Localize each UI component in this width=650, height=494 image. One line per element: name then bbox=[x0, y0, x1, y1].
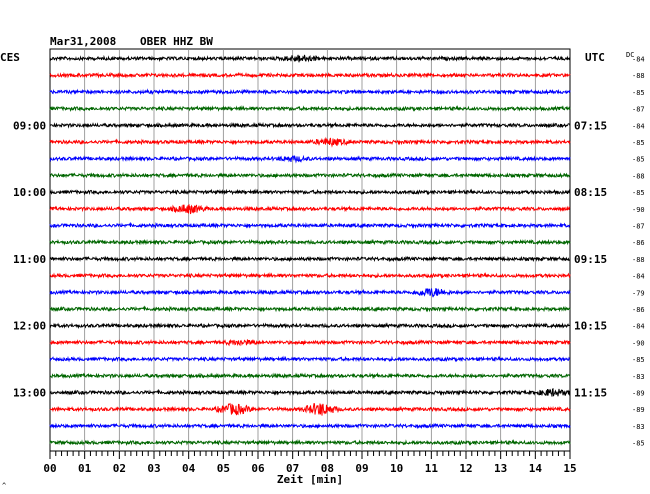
dc-offset-label: -89 bbox=[632, 406, 645, 414]
seismic-trace bbox=[49, 104, 571, 112]
x-tick-label: 09 bbox=[355, 462, 368, 475]
seismic-trace bbox=[49, 88, 571, 96]
right-zone-label: UTC bbox=[585, 51, 605, 64]
dc-offset-label: -83 bbox=[632, 373, 645, 381]
x-tick-label: 10 bbox=[390, 462, 403, 475]
seismic-trace bbox=[49, 171, 571, 179]
dc-offset-label: -90 bbox=[632, 339, 645, 347]
dc-offset-label: -89 bbox=[632, 390, 645, 398]
seismic-trace bbox=[49, 154, 571, 164]
seismic-trace bbox=[49, 71, 571, 79]
seismic-trace bbox=[49, 287, 571, 298]
right-hour-label: 08:15 bbox=[574, 186, 607, 199]
dc-header: DC bbox=[626, 51, 634, 59]
seismic-trace bbox=[49, 355, 571, 363]
x-tick-label: 03 bbox=[147, 462, 160, 475]
left-hour-label: 10:00 bbox=[13, 186, 46, 199]
dc-offset-label: -88 bbox=[632, 72, 645, 80]
dc-offset-label: -85 bbox=[632, 440, 645, 448]
x-tick-label: 01 bbox=[78, 462, 92, 475]
seismic-trace bbox=[49, 121, 571, 129]
header-date: Mar31,2008 bbox=[50, 35, 116, 48]
x-tick-label: 08 bbox=[321, 462, 334, 475]
x-tick-label: 12 bbox=[459, 462, 472, 475]
seismic-trace bbox=[49, 438, 571, 446]
dc-offset-label: -84 bbox=[632, 56, 645, 64]
x-tick-label: 13 bbox=[494, 462, 507, 475]
seismic-trace bbox=[49, 204, 571, 215]
left-hour-label: 11:00 bbox=[13, 253, 46, 266]
dc-offset-label: -88 bbox=[632, 172, 645, 180]
dc-offset-label: -84 bbox=[632, 323, 645, 331]
x-axis-label: Zeit [min] bbox=[277, 473, 343, 486]
dc-offset-label: -87 bbox=[632, 223, 645, 231]
x-tick-label: 07 bbox=[286, 462, 299, 475]
dc-offset-label: -85 bbox=[632, 156, 645, 164]
seismic-trace bbox=[49, 422, 571, 430]
header-station: OBER HHZ BW bbox=[140, 35, 213, 48]
dc-offset-label: -90 bbox=[632, 206, 645, 214]
dc-offset-label: -85 bbox=[632, 139, 645, 147]
seismic-trace bbox=[49, 188, 571, 196]
dc-offset-label: -84 bbox=[632, 122, 645, 130]
dc-offset-label: -86 bbox=[632, 239, 645, 247]
dc-offset-label: -85 bbox=[632, 89, 645, 97]
right-hour-label: 07:15 bbox=[574, 119, 607, 132]
right-hour-label: 09:15 bbox=[574, 253, 607, 266]
dc-offset-label: -88 bbox=[632, 256, 645, 264]
x-tick-label: 00 bbox=[43, 462, 56, 475]
left-hour-label: 13:00 bbox=[13, 387, 46, 400]
seismic-trace bbox=[49, 221, 571, 229]
x-tick-label: 11 bbox=[425, 462, 439, 475]
seismic-trace bbox=[49, 255, 571, 263]
left-zone-label: CES bbox=[0, 51, 20, 64]
seismic-trace bbox=[49, 338, 571, 347]
dc-offset-label: -85 bbox=[632, 189, 645, 197]
seismic-trace bbox=[49, 322, 571, 330]
right-hour-label: 11:15 bbox=[574, 387, 607, 400]
footnote-mark: ^ bbox=[2, 482, 6, 490]
left-hour-label: 09:00 bbox=[13, 119, 46, 132]
dc-offset-label: -87 bbox=[632, 106, 645, 114]
seismic-trace bbox=[49, 271, 571, 279]
x-tick-label: 05 bbox=[217, 462, 230, 475]
x-tick-label: 15 bbox=[563, 462, 576, 475]
right-hour-label: 10:15 bbox=[574, 320, 607, 333]
x-tick-label: 14 bbox=[529, 462, 543, 475]
dc-offset-label: -86 bbox=[632, 306, 645, 314]
seismic-trace bbox=[49, 387, 571, 397]
seismic-trace bbox=[49, 372, 571, 380]
dc-offset-label: -84 bbox=[632, 273, 645, 281]
seismic-trace bbox=[49, 402, 571, 416]
x-tick-label: 04 bbox=[182, 462, 196, 475]
dc-offset-label: -83 bbox=[632, 423, 645, 431]
seismic-trace bbox=[49, 136, 571, 148]
x-tick-label: 02 bbox=[113, 462, 126, 475]
seismic-trace bbox=[49, 305, 571, 313]
seismic-trace bbox=[49, 54, 571, 63]
seismic-trace bbox=[49, 238, 571, 246]
dc-offset-label: -79 bbox=[632, 289, 645, 297]
left-hour-label: 12:00 bbox=[13, 320, 46, 333]
x-tick-label: 06 bbox=[251, 462, 265, 475]
dc-offset-label: -85 bbox=[632, 356, 645, 364]
